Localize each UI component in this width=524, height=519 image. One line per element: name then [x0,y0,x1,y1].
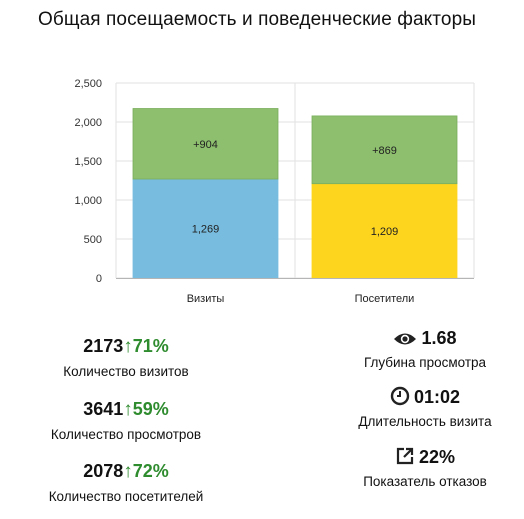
duration-stat: 01:02 Длительность визита [325,386,524,429]
y-tick-label: 2,000 [74,117,102,129]
depth-value: 1.68 [421,328,457,348]
visits-caption: Количество визитов [63,364,189,379]
clock-icon [390,386,410,406]
x-tick-label: Визиты [187,293,225,305]
visits-stat: 2173↑71% Количество визитов [26,336,226,379]
data-label: +904 [193,139,218,151]
bounce-stat: 22% Показатель отказов [325,446,524,489]
bar-segment [311,115,458,185]
visits-change: 71% [132,336,169,356]
visitors-caption: Количество посетителей [48,489,204,504]
eye-icon [394,333,417,345]
depth-stat: 1.68 Глубина просмотра [325,328,524,370]
external-link-icon [396,447,414,465]
data-label: +869 [372,145,397,157]
y-tick-label: 500 [84,234,102,246]
x-tick-label: Посетители [355,293,415,305]
pageviews-change: 59% [132,399,169,419]
data-label: 1,209 [371,226,399,238]
depth-caption: Глубина просмотра [363,355,487,370]
up-arrow-icon: ↑ [123,336,133,357]
y-tick-label: 1,500 [74,156,102,168]
y-tick-label: 1,000 [74,195,102,207]
up-arrow-icon: ↑ [123,461,133,482]
duration-caption: Длительность визита [358,414,492,429]
bar-segment [132,108,279,180]
duration-value: 01:02 [413,387,461,407]
bounce-caption: Показатель отказов [363,474,487,489]
pageviews-value: 3641 [83,399,124,419]
pageviews-caption: Количество просмотров [50,427,202,442]
data-label: 1,269 [192,224,220,236]
y-tick-label: 2,500 [74,78,102,90]
bar-segment [132,178,279,279]
visits-value: 2173 [83,336,124,356]
up-arrow-icon: ↑ [123,399,133,420]
visitors-change: 72% [132,461,169,481]
page-title: Общая посещаемость и поведенческие факто… [38,9,476,30]
pageviews-stat: 3641↑59% Количество просмотров [26,399,226,442]
bounce-value: 22% [418,447,456,467]
y-tick-label: 0 [96,273,102,285]
visitors-stat: 2078↑72% Количество посетителей [26,461,226,504]
stacked-bar-chart: 0 500 1,000 1,500 2,000 2,500 1,269 +904 Визиты 1… [74,78,475,305]
visitors-value: 2078 [83,461,124,481]
